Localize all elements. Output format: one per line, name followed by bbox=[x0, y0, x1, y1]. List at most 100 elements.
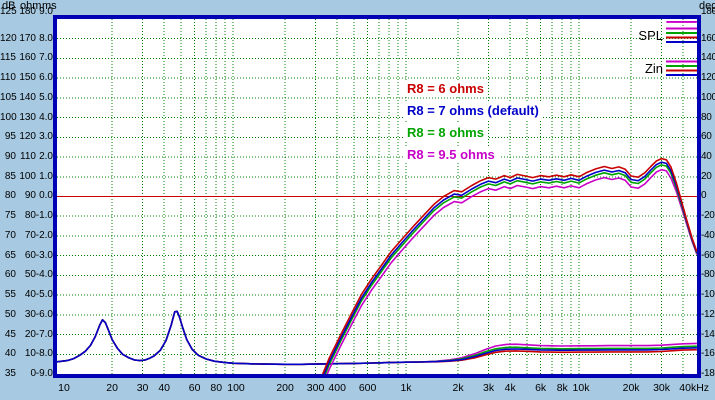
x-axis-tick: 1k bbox=[400, 382, 412, 394]
y-axis-tick-dB: 35 bbox=[4, 367, 16, 379]
y-axis-tick-ohm: 20 bbox=[24, 328, 36, 340]
y-axis-tick-ohm: 30 bbox=[24, 308, 36, 320]
plot-area bbox=[53, 15, 701, 378]
deg-axis-tick: 180 bbox=[701, 6, 715, 17]
y-axis-tick-ms: -7.0 bbox=[35, 328, 53, 340]
y-axis-tick-row: 95 120 3.0 bbox=[0, 131, 53, 143]
x-axis-tick: 2k bbox=[452, 382, 464, 394]
y-axis-tick-ohm: 50 bbox=[24, 269, 36, 281]
y-axis-tick-ohm: 170 bbox=[19, 32, 36, 44]
y-axis-tick-dB: 110 bbox=[0, 72, 16, 84]
y-axis-tick-dB: 85 bbox=[4, 170, 16, 182]
y-axis-tick-ms: 8.0 bbox=[39, 32, 53, 44]
x-axis-tick: 30k bbox=[653, 382, 670, 394]
y-axis-tick-row: 55 40 -5.0 bbox=[0, 289, 53, 301]
y-axis-tick-row: 105 140 5.0 bbox=[0, 92, 53, 104]
deg-axis-tick: -180 bbox=[701, 367, 715, 379]
annotation-r8-7-ohms: R8 = 7 ohms (default) bbox=[404, 102, 543, 119]
x-axis-tick: 80 bbox=[210, 382, 223, 394]
annotation-r8-9p5-ohms: R8 = 9.5 ohms bbox=[404, 146, 499, 163]
y-axis-tick-ms: 5.0 bbox=[39, 91, 53, 103]
y-axis-tick-ohm: 120 bbox=[19, 131, 36, 143]
x-axis-tick: 20k bbox=[622, 382, 640, 394]
y-axis-tick-ms: -8.0 bbox=[35, 348, 53, 360]
y-axis-tick-row: 40 10 -8.0 bbox=[0, 348, 53, 360]
y-axis-tick-ohm: 130 bbox=[19, 111, 36, 123]
deg-axis-tick: 160 bbox=[701, 32, 715, 44]
deg-axis-tick: -60 bbox=[701, 249, 715, 261]
deg-axis-tick: -160 bbox=[701, 348, 715, 360]
legend-zin-label: Zin bbox=[644, 61, 663, 76]
legend-spl-label: SPL bbox=[638, 28, 663, 43]
y-axis-tick-ohm: 90 bbox=[24, 190, 36, 202]
x-axis-tick: 8k bbox=[556, 382, 568, 394]
annotation-r8-6-ohms: R8 = 6 ohms bbox=[404, 80, 488, 97]
deg-axis-tick: -120 bbox=[701, 308, 715, 320]
y-axis-unit-ohm: ohm bbox=[20, 0, 42, 12]
y-axis-tick-ohm: 70 bbox=[24, 229, 36, 241]
y-axis-tick-ohm: 160 bbox=[19, 52, 36, 64]
y-axis-tick-ohm: 0 bbox=[30, 367, 36, 379]
y-axis-tick-dB: 80 bbox=[4, 190, 16, 202]
y-axis-unit-deg: deg bbox=[699, 0, 715, 12]
y-axis-tick-row: 110 150 6.0 bbox=[0, 72, 53, 84]
y-axis-tick-ms: 3.0 bbox=[39, 131, 53, 143]
deg-axis-tick: -80 bbox=[701, 269, 715, 281]
x-axis-tick: 4k bbox=[504, 382, 516, 394]
y-axis-tick-ms: -3.0 bbox=[35, 249, 53, 261]
y-axis-tick-dB: 55 bbox=[4, 289, 16, 301]
y-axis-tick-dB: 70 bbox=[4, 229, 16, 241]
y-axis-unit-ms: ms bbox=[42, 0, 57, 12]
y-axis-tick-dB: 45 bbox=[4, 328, 16, 340]
y-axis-tick-row: 65 60 -3.0 bbox=[0, 250, 53, 262]
y-axis-tick-ms: -9.0 bbox=[35, 367, 53, 379]
x-axis-tick: 10k bbox=[572, 382, 590, 394]
y-axis-tick-dB: 125 bbox=[0, 6, 17, 17]
x-axis-tick: 6k bbox=[535, 382, 547, 394]
y-axis-tick-row: 100 130 4.0 bbox=[0, 112, 53, 124]
y-axis-tick-dB: 75 bbox=[4, 210, 16, 222]
y-axis-tick-row: 45 20 -7.0 bbox=[0, 329, 53, 341]
y-axis-tick-ms: 7.0 bbox=[39, 52, 53, 64]
x-axis-tick: 100 bbox=[227, 382, 245, 394]
x-axis-tick: 10 bbox=[58, 382, 70, 394]
y-axis-tick-row: 120 170 8.0 bbox=[0, 33, 53, 45]
y-axis-tick-row: 50 30 -6.0 bbox=[0, 309, 53, 321]
deg-axis-tick: -140 bbox=[701, 328, 715, 340]
y-axis-tick-dB: 50 bbox=[4, 308, 16, 320]
y-axis-tick-ohm: 80 bbox=[24, 210, 36, 222]
y-axis-tick-dB: 95 bbox=[4, 131, 16, 143]
x-axis-tick: 600 bbox=[358, 382, 377, 394]
y-axis-tick-ms: -1.0 bbox=[35, 210, 53, 222]
y-axis-tick-ohm: 10 bbox=[24, 348, 36, 360]
y-axis-tick-ohm: 100 bbox=[19, 170, 36, 182]
x-axis-tick: 20 bbox=[106, 382, 118, 394]
y-axis-tick-ms: 9.0 bbox=[39, 6, 53, 17]
y-axis-tick-row: 85 100 1.0 bbox=[0, 171, 53, 183]
y-axis-tick-row: 125 180 9.0 bbox=[0, 6, 53, 18]
y-axis-tick-ms: -4.0 bbox=[35, 269, 53, 281]
y-axis-tick-ohm: 60 bbox=[24, 249, 36, 261]
y-axis-tick-ohm: 40 bbox=[24, 289, 36, 301]
x-axis-tick: 60 bbox=[188, 382, 201, 394]
y-axis-tick-ms: 1.0 bbox=[39, 170, 53, 182]
y-axis-tick-dB: 105 bbox=[0, 91, 17, 103]
deg-axis-tick: 100 bbox=[701, 91, 715, 103]
deg-axis-tick: -20 bbox=[701, 210, 715, 222]
y-axis-tick-row: 75 80 -1.0 bbox=[0, 210, 53, 222]
y-axis-tick-ms: 0.0 bbox=[39, 190, 53, 202]
y-axis-tick-ms: -6.0 bbox=[35, 308, 53, 320]
y-axis-tick-row: 35 0 -9.0 bbox=[0, 368, 53, 380]
x-axis-tick: 40 bbox=[158, 382, 170, 394]
y-axis-tick-row: 115 160 7.0 bbox=[0, 52, 53, 64]
annotation-r8-8-ohms: R8 = 8 ohms bbox=[404, 124, 488, 141]
x-axis-tick: 200 bbox=[276, 382, 294, 394]
y-axis-tick-dB: 90 bbox=[4, 151, 16, 163]
x-axis-tick: 40kHz bbox=[679, 382, 710, 394]
y-axis-tick-row: 60 50 -4.0 bbox=[0, 269, 53, 281]
deg-axis-tick: -40 bbox=[701, 229, 715, 241]
y-axis-tick-dB: 120 bbox=[0, 32, 17, 44]
y-axis-tick-ohm: 140 bbox=[19, 91, 36, 103]
y-axis-tick-ohm: 180 bbox=[19, 6, 36, 17]
